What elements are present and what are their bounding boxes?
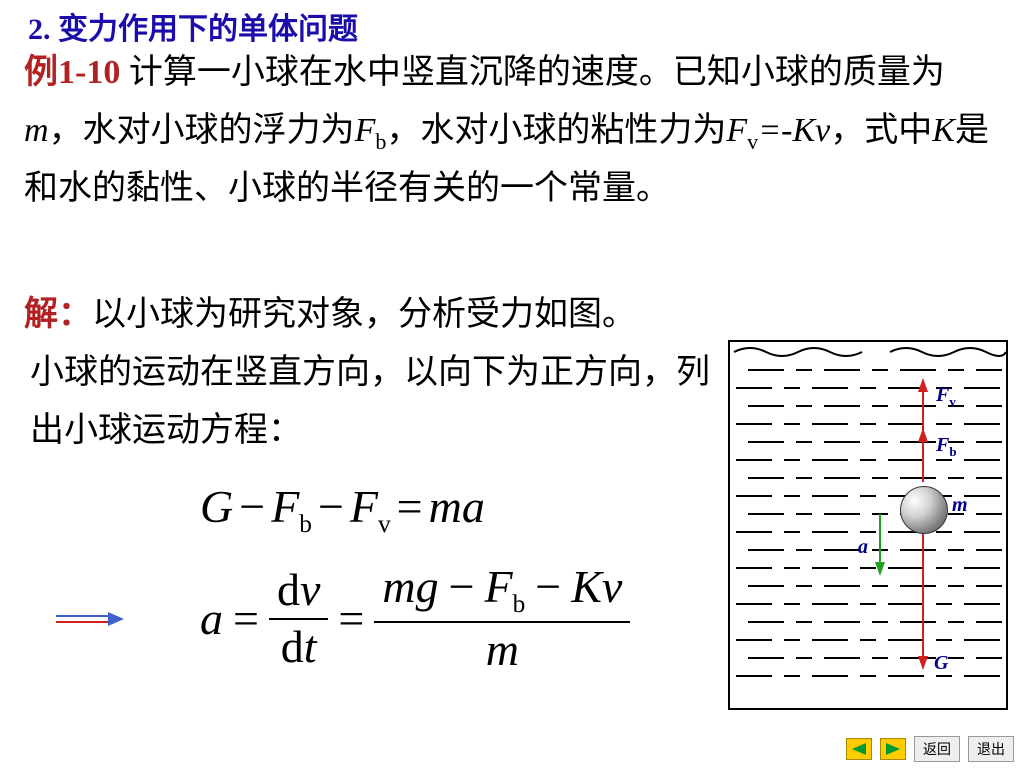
next-icon xyxy=(886,743,900,755)
implies-arrow-icon xyxy=(54,612,124,626)
motion-setup-text: 小球的运动在竖直方向，以向下为正方向，列出小球运动方程： xyxy=(30,344,720,460)
ball-icon xyxy=(900,486,948,534)
problem-text-1: 计算一小球在水中竖直沉降的速度。已知小球的质量为 xyxy=(120,54,945,91)
diagram-svg xyxy=(730,342,1006,708)
solution-lead-text: 以小球为研究对象，分析受力如图。 xyxy=(92,296,636,333)
problem-text-2: ，水对小球的浮力为 xyxy=(49,112,355,149)
exit-button[interactable]: 退出 xyxy=(968,736,1014,762)
fraction-rhs: mg−Fb−Kv m xyxy=(374,560,630,678)
label-Fv: Fv xyxy=(936,384,956,410)
label-a: a xyxy=(858,536,868,559)
label-Fb: Fb xyxy=(936,434,957,460)
nav-bar: 返回 退出 xyxy=(846,736,1014,762)
fraction-dv-dt: dv dt xyxy=(269,563,328,674)
equation-acceleration: a= dv dt = mg−Fb−Kv m xyxy=(200,560,630,678)
label-m: m xyxy=(952,494,968,517)
solution-label: 解：以小球为研究对象，分析受力如图。 xyxy=(24,286,636,335)
problem-text-3: ，水对小球的粘性力为 xyxy=(386,112,726,149)
equation-newton: G−Fb−Fv=ma xyxy=(200,480,485,539)
problem-statement: 例1-10 计算一小球在水中竖直沉降的速度。已知小球的质量为 m，水对小球的浮力为… xyxy=(24,44,1000,218)
label-G: G xyxy=(934,652,948,675)
example-label: 例1-10 xyxy=(24,54,120,91)
next-button[interactable] xyxy=(880,738,906,760)
var-Fb: Fb xyxy=(355,112,387,149)
back-button[interactable]: 返回 xyxy=(914,736,960,762)
force-diagram: Fv Fb m a G xyxy=(728,340,1008,710)
var-Fv: Fv=-Kv xyxy=(726,112,830,149)
solution-lead-label: 解： xyxy=(24,296,92,333)
prev-button[interactable] xyxy=(846,738,872,760)
problem-text-4: ，式中 xyxy=(830,112,932,149)
section-title: 2. 变力作用下的单体问题 xyxy=(28,4,358,48)
var-m: m xyxy=(24,112,49,149)
prev-icon xyxy=(852,743,866,755)
var-K: K xyxy=(932,112,955,149)
